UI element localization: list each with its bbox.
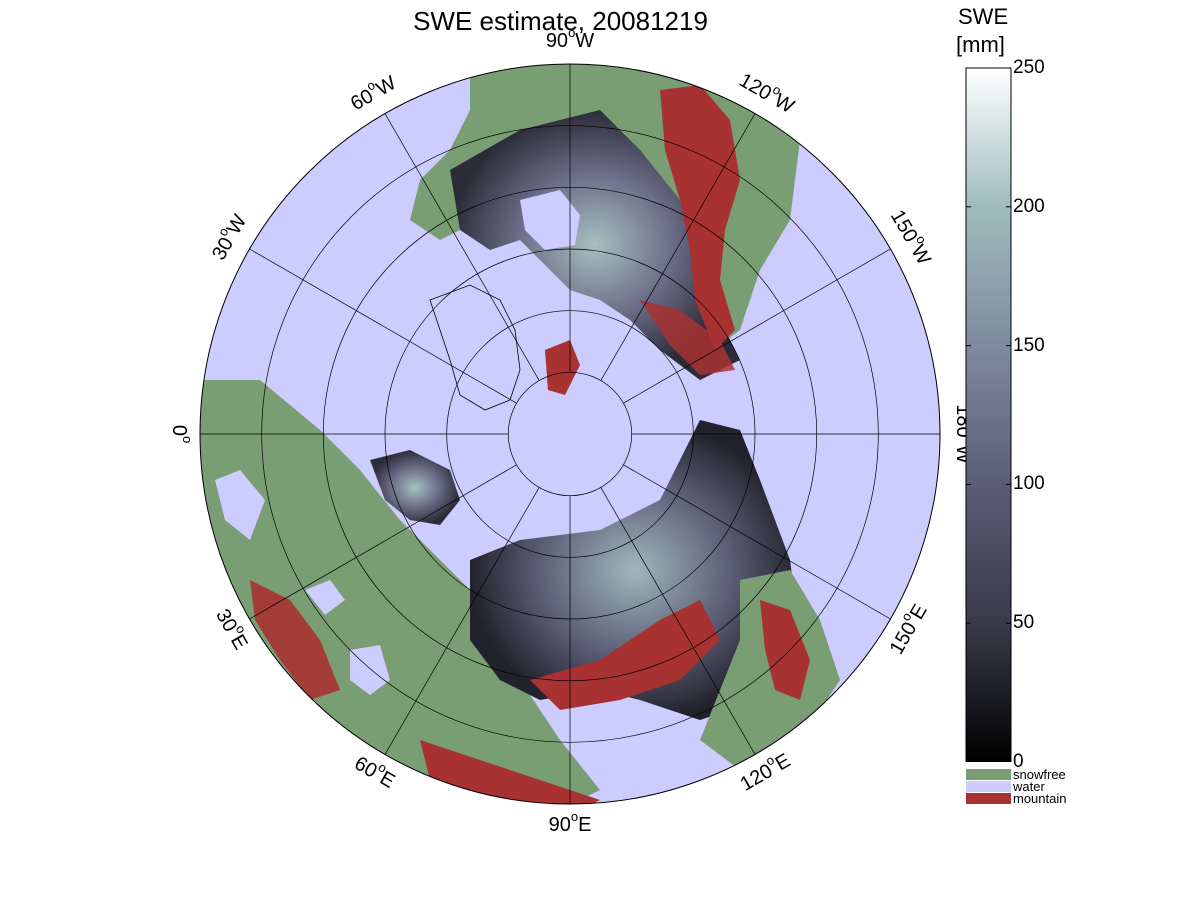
legend-label-snowfree: snowfree: [1013, 767, 1066, 782]
scandinavia-snow: [370, 450, 460, 525]
map-title: SWE estimate, 20081219: [413, 6, 708, 36]
meridian-line: [384, 487, 540, 755]
longitude-label: 30oW: [204, 209, 251, 264]
meridian-line: [600, 487, 756, 755]
asia-mountains: [530, 600, 720, 710]
eurasia-snow: [470, 420, 800, 720]
colorbar-ticks: [966, 67, 1011, 762]
longitude-label: 90oW: [546, 25, 594, 52]
longitude-label: 60oW: [345, 68, 400, 115]
longitude-label: 0o: [168, 425, 195, 443]
colorbar: [965, 67, 1012, 762]
meridian-line: [384, 113, 540, 381]
legend-swatch-snowfree: [966, 769, 1011, 780]
hudson-bay: [520, 190, 580, 250]
greenland-mountains: [545, 340, 580, 395]
meridian-line: [249, 464, 517, 620]
map-disk: [200, 64, 940, 804]
colorbar-title: SWE: [958, 4, 1009, 29]
colorbar-tick-label: 250: [1013, 57, 1045, 78]
colorbar-tick-label: 150: [1013, 334, 1045, 356]
meridian-line: [600, 113, 756, 381]
colorbar-tick-label: 100: [1013, 473, 1045, 495]
legend-swatch-mountain: [966, 793, 1011, 804]
graticule: [200, 64, 940, 804]
colorbar-tick-label: 0: [1013, 751, 1024, 772]
caspian-sea: [350, 645, 390, 695]
black-sea: [305, 580, 345, 615]
kamchatka-mountains: [760, 600, 810, 700]
meridian-line: [249, 248, 517, 404]
europe-mountains: [250, 580, 340, 700]
legend-label-mountain: mountain: [1013, 791, 1067, 806]
colorbar-unit: [mm]: [956, 32, 1005, 57]
meridian-line: [623, 248, 891, 404]
legend-label-water: water: [1013, 779, 1045, 794]
longitude-label: 90oE: [549, 809, 592, 836]
alaska-mountains: [640, 300, 735, 375]
colorbar-tick-label: 200: [1013, 195, 1045, 217]
legend-swatch-water: [966, 781, 1011, 792]
mediterranean: [215, 470, 265, 540]
rocky-mountains: [660, 85, 740, 350]
colorbar-gradient: [965, 67, 1012, 762]
meridian-line: [623, 464, 891, 620]
colorbar-tick-label: 50: [1013, 612, 1035, 634]
